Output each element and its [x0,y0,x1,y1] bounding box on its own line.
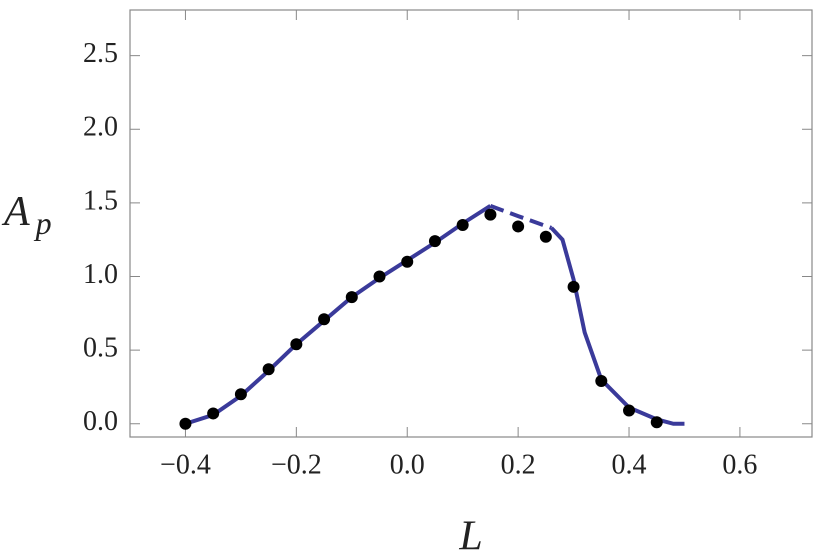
data-point [234,388,247,401]
data-point [207,407,220,420]
y-axis-label-main: A [1,189,30,235]
y-tick-label: 1.5 [83,185,118,216]
y-tick-label: 0.5 [83,333,118,364]
x-tick-label: 0.0 [390,449,425,480]
x-axis-label: L [458,514,482,560]
data-point [373,270,386,283]
y-tick-label: 1.0 [83,259,118,290]
y-axis-label-sub: p [34,205,52,241]
data-point [650,416,663,429]
y-tick-label: 2.5 [83,38,118,69]
data-point [290,338,303,351]
data-point [539,230,552,243]
line [549,226,685,426]
y-tick-label: 0.0 [83,406,118,437]
data-point [262,363,275,376]
line [489,203,553,230]
x-tick-label: 0.2 [501,449,536,480]
y-tick-label: 2.0 [83,112,118,143]
data-point [623,404,636,417]
plot-frame [129,9,813,438]
x-tick-label: −0.4 [160,449,211,480]
x-tick-label: 0.6 [722,449,757,480]
data-point [456,218,469,231]
data-point [567,280,580,293]
x-tick-label: 0.4 [612,449,647,480]
data-point [428,235,441,248]
data-point [401,255,414,268]
data-point [345,291,358,304]
x-tick-label: −0.2 [271,449,322,480]
data-point [595,375,608,388]
line [184,204,492,426]
data-point [318,313,331,326]
data-point [179,417,192,430]
data-point [512,220,525,233]
data-point [484,208,497,221]
